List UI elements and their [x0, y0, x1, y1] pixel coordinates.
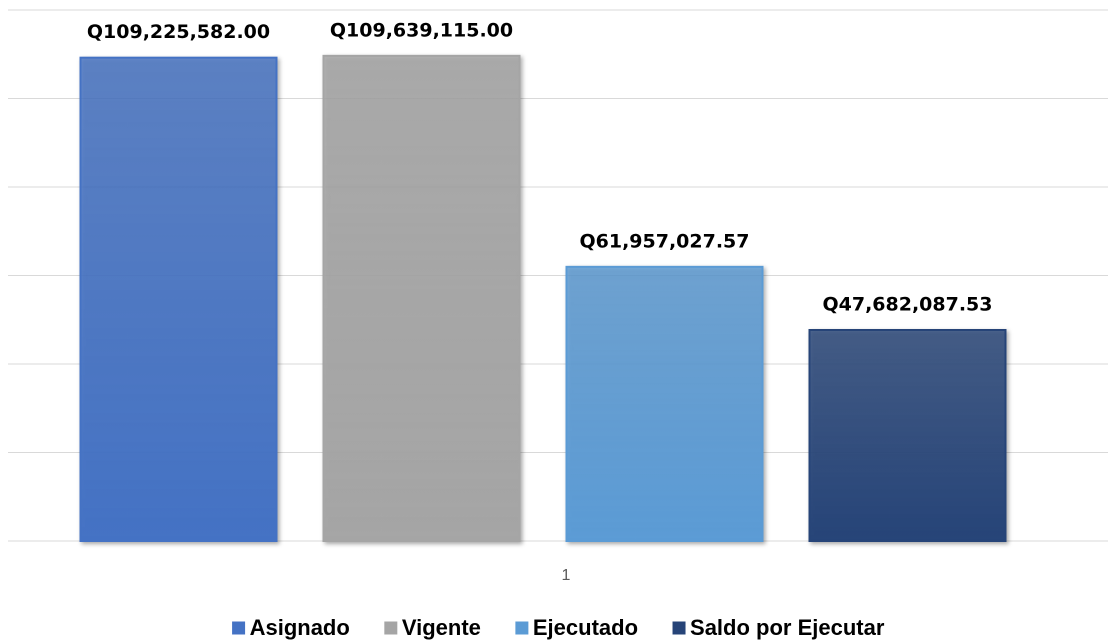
legend-swatch	[383, 620, 399, 636]
data-label: Q47,682,087.53	[822, 294, 992, 316]
data-label: Q109,225,582.00	[87, 21, 270, 43]
legend-label: Vigente	[402, 615, 481, 640]
legend-swatch	[231, 620, 247, 636]
bar	[808, 329, 1007, 543]
legend-label: Asignado	[250, 615, 350, 640]
bar	[565, 265, 764, 542]
data-label: Q61,957,027.57	[579, 230, 749, 252]
bar	[79, 56, 278, 543]
x-tick-label: 1	[562, 567, 571, 584]
data-label: Q109,639,115.00	[330, 19, 513, 41]
legend-swatch	[671, 620, 687, 636]
bar	[322, 54, 521, 542]
legend-label: Saldo por Ejecutar	[690, 615, 885, 640]
legend-swatch	[514, 620, 530, 636]
legend: Asignado Vigente Ejecutado Saldo por Ejecut…	[231, 615, 885, 640]
legend-label: Ejecutado	[533, 615, 638, 640]
